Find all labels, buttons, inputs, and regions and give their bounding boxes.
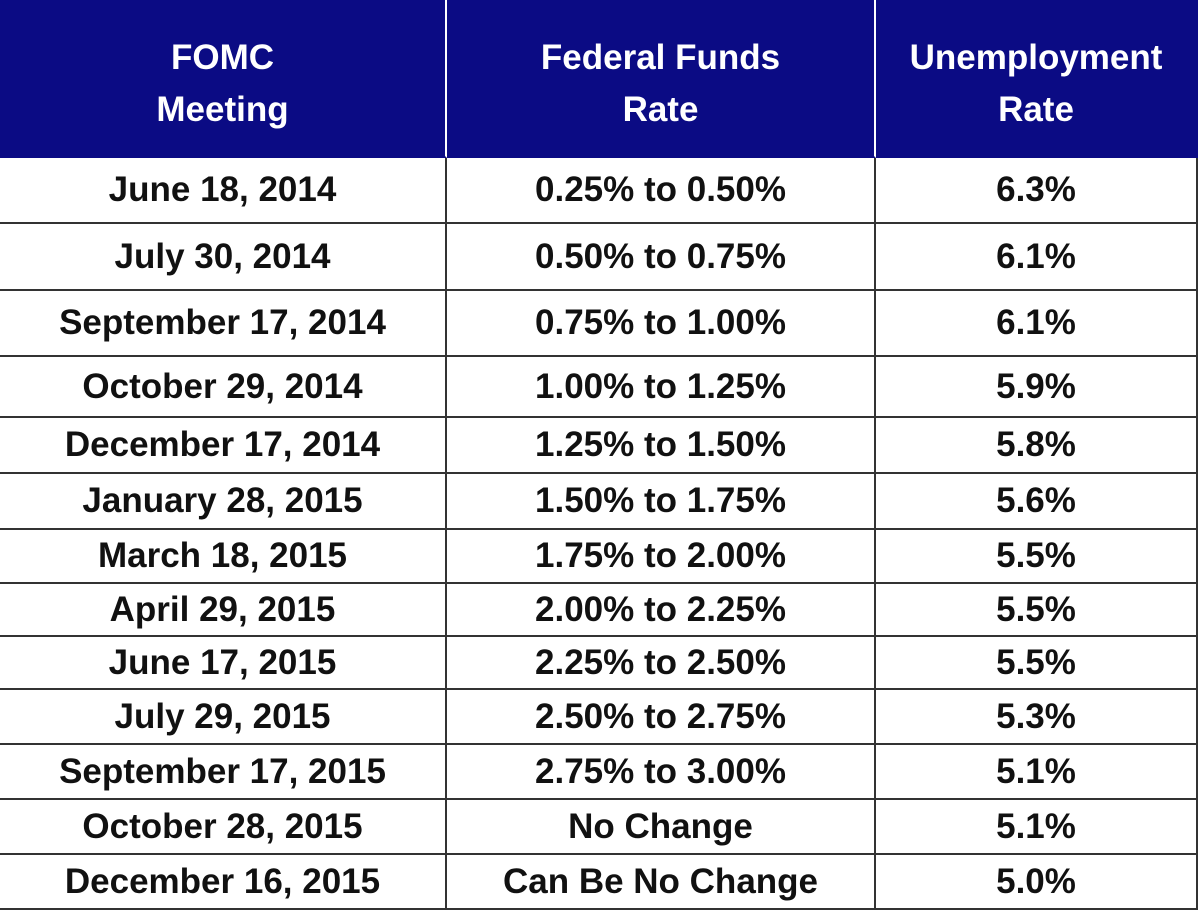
header-cell: Unemployment Rate xyxy=(876,0,1198,158)
table-cell: 1.50% to 1.75% xyxy=(447,474,876,530)
cell-text: 5.6% xyxy=(996,481,1076,520)
table-cell: July 29, 2015 xyxy=(0,690,447,745)
table-cell: July 30, 2014 xyxy=(0,224,447,291)
table-cell: 5.1% xyxy=(876,800,1198,855)
table-cell: 2.50% to 2.75% xyxy=(447,690,876,745)
cell-text: June 17, 2015 xyxy=(108,642,337,682)
cell-text: 5.5% xyxy=(996,589,1076,629)
table-cell: October 29, 2014 xyxy=(0,357,447,418)
cell-text: 1.50% to 1.75% xyxy=(535,481,786,520)
cell-text: March 18, 2015 xyxy=(97,536,348,575)
table-cell: 6.1% xyxy=(876,224,1198,291)
table-cell: 5.6% xyxy=(876,474,1198,530)
table-cell: October 28, 2015 xyxy=(0,800,447,855)
header-cell: FOMC Meeting xyxy=(0,0,447,158)
cell-text: October 28, 2015 xyxy=(82,806,363,846)
cell-text: September 17, 2015 xyxy=(59,751,386,791)
header-text: Rate xyxy=(998,90,1074,129)
table-cell: 1.00% to 1.25% xyxy=(447,357,876,418)
header-cell: Federal Funds Rate xyxy=(447,0,876,158)
cell-text: 5.0% xyxy=(996,861,1076,901)
table-cell: 5.5% xyxy=(876,530,1198,584)
table-cell: January 28, 2015 xyxy=(0,474,447,530)
cell-text: 6.3% xyxy=(996,170,1076,209)
table-cell: 5.5% xyxy=(876,584,1198,637)
cell-text: 2.25% to 2.50% xyxy=(535,642,786,682)
cell-text: July 29, 2015 xyxy=(114,696,331,736)
table-cell: 2.25% to 2.50% xyxy=(447,637,876,690)
cell-text: No Change xyxy=(568,806,753,846)
table-cell: June 17, 2015 xyxy=(0,637,447,690)
table-cell: 6.1% xyxy=(876,291,1198,357)
table-cell: 5.0% xyxy=(876,855,1198,910)
cell-text: 1.75% to 2.00% xyxy=(535,536,786,575)
cell-text: April 29, 2015 xyxy=(109,589,336,629)
cell-text: 2.00% to 2.25% xyxy=(535,589,786,629)
cell-text: 1.25% to 1.50% xyxy=(535,425,786,464)
table-cell: 2.75% to 3.00% xyxy=(447,745,876,800)
cell-text: September 17, 2014 xyxy=(59,303,386,342)
table-cell: 1.75% to 2.00% xyxy=(447,530,876,584)
header-text: Federal Funds xyxy=(540,38,781,77)
table-cell: 0.75% to 1.00% xyxy=(447,291,876,357)
table-cell: Can Be No Change xyxy=(447,855,876,910)
header-text: FOMC xyxy=(170,38,275,77)
cell-text: 5.3% xyxy=(996,696,1076,736)
table-cell: 5.5% xyxy=(876,637,1198,690)
cell-text: 2.75% to 3.00% xyxy=(535,751,786,791)
table-cell: April 29, 2015 xyxy=(0,584,447,637)
table-cell: September 17, 2014 xyxy=(0,291,447,357)
cell-text: 0.50% to 0.75% xyxy=(535,236,786,276)
cell-text: July 30, 2014 xyxy=(114,236,331,276)
table-cell: 2.00% to 2.25% xyxy=(447,584,876,637)
cell-text: 5.1% xyxy=(996,751,1076,791)
cell-text: 1.00% to 1.25% xyxy=(535,366,786,406)
cell-text: 5.5% xyxy=(996,642,1076,682)
cell-text: 5.8% xyxy=(996,425,1076,464)
cell-text: 5.5% xyxy=(996,536,1076,575)
cell-text: December 16, 2015 xyxy=(64,861,381,901)
table-cell: December 16, 2015 xyxy=(0,855,447,910)
table-cell: 5.3% xyxy=(876,690,1198,745)
table-cell: September 17, 2015 xyxy=(0,745,447,800)
header-text: Rate xyxy=(622,90,699,129)
cell-text: 0.75% to 1.00% xyxy=(535,303,786,342)
cell-text: 2.50% to 2.75% xyxy=(535,696,786,736)
table-cell: 0.25% to 0.50% xyxy=(447,158,876,224)
cell-text: 6.1% xyxy=(996,236,1076,276)
cell-text: 6.1% xyxy=(996,303,1076,342)
header-text: Meeting xyxy=(156,90,289,129)
header-text: Unemployment xyxy=(909,38,1163,77)
cell-text: June 18, 2014 xyxy=(108,170,337,209)
cell-text: 0.25% to 0.50% xyxy=(535,170,786,209)
table-cell: 1.25% to 1.50% xyxy=(447,418,876,474)
table-cell: 5.8% xyxy=(876,418,1198,474)
cell-text: January 28, 2015 xyxy=(82,481,363,520)
table-cell: December 17, 2014 xyxy=(0,418,447,474)
table-cell: 5.1% xyxy=(876,745,1198,800)
cell-text: December 17, 2014 xyxy=(64,425,381,464)
table-cell: 0.50% to 0.75% xyxy=(447,224,876,291)
table-cell: June 18, 2014 xyxy=(0,158,447,224)
table-cell: March 18, 2015 xyxy=(0,530,447,584)
cell-text: 5.9% xyxy=(996,366,1076,406)
table-cell: No Change xyxy=(447,800,876,855)
table-cell: 6.3% xyxy=(876,158,1198,224)
cell-text: October 29, 2014 xyxy=(82,366,363,406)
cell-text: 5.1% xyxy=(996,806,1076,846)
table-cell: 5.9% xyxy=(876,357,1198,418)
cell-text: Can Be No Change xyxy=(502,861,819,901)
